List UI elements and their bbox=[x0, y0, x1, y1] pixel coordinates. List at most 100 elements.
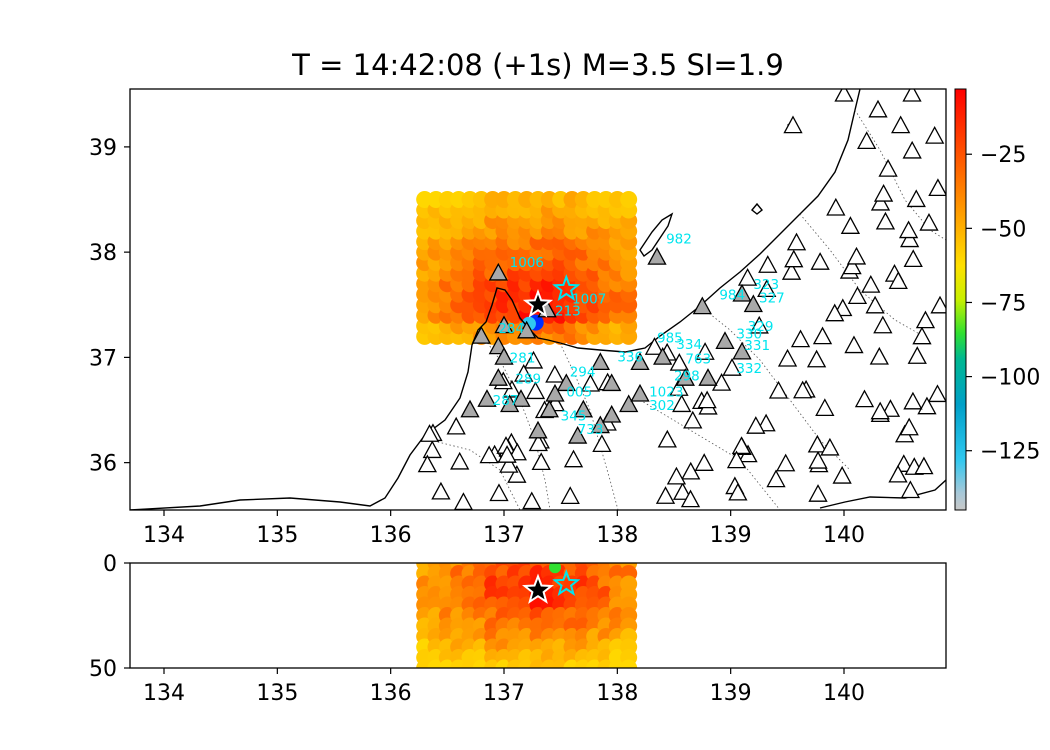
station-marker bbox=[680, 489, 701, 508]
depth-section-panel: 134 135 136 137 138 139 140 0 50 bbox=[89, 552, 947, 706]
station-marker bbox=[497, 445, 517, 463]
station-marker bbox=[846, 246, 867, 265]
colorbar-tick-label: −75 bbox=[980, 291, 1026, 316]
pacific-coastline bbox=[819, 479, 946, 509]
x-tick-label: 138 bbox=[596, 523, 638, 548]
epicenter-star bbox=[522, 288, 554, 318]
station-label: 298 bbox=[674, 369, 700, 385]
station-label: 1007 bbox=[572, 292, 606, 308]
station-marker bbox=[672, 482, 693, 500]
station-marker bbox=[826, 197, 846, 216]
station-marker bbox=[657, 429, 677, 448]
station-marker bbox=[900, 229, 920, 248]
y-tick-label: 36 bbox=[89, 452, 117, 477]
station-marker bbox=[666, 466, 687, 485]
station-label: 982 bbox=[666, 232, 692, 248]
station-marker bbox=[806, 349, 827, 368]
section-grid-point bbox=[620, 659, 638, 668]
station-marker bbox=[777, 348, 798, 367]
station-marker bbox=[715, 331, 735, 350]
station-marker bbox=[793, 380, 813, 399]
station-marker bbox=[602, 404, 622, 423]
colorbar-frame bbox=[954, 88, 967, 511]
station-marker bbox=[917, 396, 937, 415]
station-marker bbox=[460, 399, 480, 418]
station-marker bbox=[722, 358, 742, 376]
figure-title: T = 14:42:08 (+1s) M=3.5 SI=1.9 bbox=[291, 48, 784, 82]
colorbar-ticks: −25 −50 −75 −100 −125 bbox=[966, 143, 1040, 465]
station-label: 1006 bbox=[510, 255, 544, 271]
section-frame bbox=[129, 562, 947, 669]
station-marker bbox=[644, 337, 665, 355]
station-marker bbox=[494, 347, 514, 365]
station-label: 330 bbox=[736, 326, 762, 342]
epicenter-depth-star bbox=[521, 573, 555, 604]
station-marker bbox=[873, 315, 893, 334]
station-marker bbox=[820, 437, 840, 456]
station-marker bbox=[422, 440, 442, 459]
section-intensity-grid bbox=[416, 563, 638, 668]
station-marker bbox=[517, 320, 537, 339]
x-tick-label: 137 bbox=[483, 523, 525, 548]
station-label: 336 bbox=[617, 350, 643, 366]
station-marker bbox=[683, 410, 703, 429]
prefecture-borders bbox=[429, 109, 946, 510]
station-marker bbox=[808, 484, 828, 502]
station-marker bbox=[812, 326, 833, 345]
station-marker bbox=[655, 486, 676, 504]
station-label: 763 bbox=[685, 352, 711, 368]
station-marker bbox=[556, 373, 576, 392]
x-tick-label: 140 bbox=[823, 523, 865, 548]
station-marker bbox=[786, 232, 807, 251]
station-marker bbox=[647, 247, 667, 265]
station-marker bbox=[431, 481, 451, 500]
station-marker bbox=[499, 454, 519, 473]
station-label: 329 bbox=[748, 319, 774, 335]
x-tick-label: 136 bbox=[370, 523, 412, 548]
station-marker bbox=[906, 189, 926, 208]
station-marker bbox=[784, 249, 804, 268]
station-label: 005 bbox=[566, 384, 592, 400]
section-y-axis: 0 50 bbox=[89, 552, 130, 682]
station-label: 984 bbox=[719, 288, 745, 304]
station-marker bbox=[507, 442, 527, 461]
x-tick-label: 136 bbox=[370, 681, 412, 706]
station-marker bbox=[888, 271, 908, 290]
station-marker bbox=[531, 452, 551, 471]
station-marker bbox=[590, 415, 610, 434]
station-marker bbox=[810, 252, 830, 270]
station-marker bbox=[489, 483, 509, 502]
x-tick-label: 134 bbox=[143, 681, 185, 706]
section-x-axis: 134 135 136 137 138 139 140 bbox=[143, 668, 865, 706]
station-marker bbox=[844, 335, 864, 354]
station-marker bbox=[861, 274, 881, 293]
station-marker bbox=[694, 453, 714, 471]
station-marker bbox=[737, 268, 758, 286]
station-marker bbox=[619, 394, 639, 413]
station-marker bbox=[522, 491, 542, 510]
station-marker bbox=[528, 420, 548, 439]
station-marker bbox=[925, 126, 945, 144]
station-marker bbox=[783, 115, 803, 134]
station-marker bbox=[790, 329, 811, 348]
station-marker bbox=[907, 346, 927, 364]
station-marker bbox=[870, 401, 890, 420]
x-tick-label: 137 bbox=[483, 681, 525, 706]
station-marker bbox=[870, 192, 891, 211]
station-marker bbox=[746, 416, 766, 434]
station-marker bbox=[919, 212, 939, 231]
station-marker bbox=[914, 456, 934, 475]
station-marker bbox=[756, 413, 776, 432]
station-marker bbox=[807, 434, 828, 453]
station-marker bbox=[873, 183, 894, 202]
station-marker bbox=[539, 399, 559, 418]
station-marker bbox=[528, 433, 548, 452]
map-x-axis: 134 135 136 137 138 139 140 bbox=[143, 510, 865, 548]
x-tick-label: 135 bbox=[256, 681, 298, 706]
station-marker bbox=[488, 262, 508, 281]
station-marker bbox=[417, 454, 437, 473]
y-tick-label: 50 bbox=[89, 657, 117, 682]
station-marker bbox=[450, 451, 470, 470]
